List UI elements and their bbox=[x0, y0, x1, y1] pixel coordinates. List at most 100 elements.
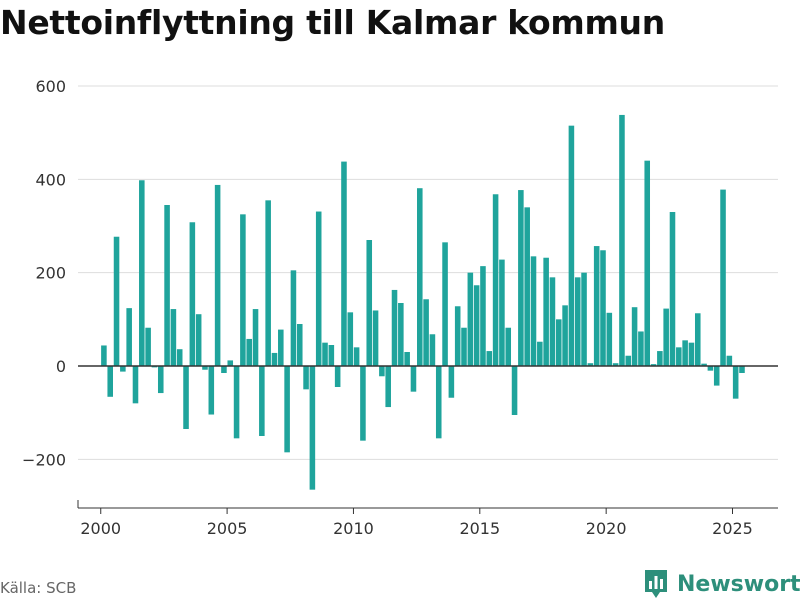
bar bbox=[145, 327, 151, 366]
bar bbox=[631, 307, 638, 366]
x-tick-label: 2005 bbox=[207, 519, 248, 538]
chart-title: Nettoinflyttning till Kalmar kommun bbox=[0, 3, 665, 42]
bar bbox=[233, 366, 240, 439]
bar bbox=[707, 366, 714, 371]
newsworthy-logo-icon bbox=[645, 570, 667, 598]
bar bbox=[581, 272, 587, 366]
brand-name: Newsworthy bbox=[677, 571, 800, 597]
bar bbox=[480, 266, 486, 366]
bar bbox=[587, 363, 594, 366]
bar bbox=[309, 366, 316, 490]
bar bbox=[126, 308, 132, 366]
bar bbox=[195, 314, 202, 366]
bar bbox=[694, 313, 701, 366]
x-tick-label: 2015 bbox=[459, 519, 500, 538]
bar bbox=[139, 180, 145, 366]
bar bbox=[606, 312, 613, 366]
bar bbox=[454, 306, 461, 366]
x-tick-label: 2020 bbox=[586, 519, 627, 538]
bar bbox=[625, 355, 632, 366]
bar bbox=[499, 259, 505, 366]
bar bbox=[574, 277, 581, 366]
x-tick-label: 2025 bbox=[712, 519, 753, 538]
bar bbox=[518, 190, 524, 366]
bar bbox=[549, 277, 556, 366]
bar bbox=[663, 308, 669, 366]
bar bbox=[461, 327, 467, 366]
bar bbox=[259, 366, 265, 436]
bar bbox=[669, 212, 676, 366]
bar bbox=[435, 366, 442, 439]
bar bbox=[555, 319, 562, 366]
bar bbox=[208, 366, 215, 415]
bar bbox=[290, 270, 297, 366]
bar bbox=[164, 205, 170, 366]
bar bbox=[530, 256, 537, 366]
bar bbox=[593, 246, 600, 366]
bar bbox=[284, 366, 290, 453]
bar bbox=[638, 331, 644, 366]
bar bbox=[246, 338, 252, 366]
bar bbox=[265, 200, 271, 366]
bar bbox=[410, 366, 417, 392]
bar bbox=[328, 345, 335, 366]
y-tick-labels: 600 400 200 0 −200 bbox=[22, 77, 66, 469]
bar bbox=[252, 309, 259, 366]
bar bbox=[271, 352, 278, 366]
x-tick-label: 2000 bbox=[80, 519, 121, 538]
bar bbox=[322, 342, 328, 366]
bar bbox=[676, 347, 682, 366]
bar bbox=[202, 366, 208, 370]
y-tick-label: 200 bbox=[35, 264, 66, 283]
bar bbox=[657, 351, 663, 366]
bar bbox=[176, 349, 183, 366]
bar bbox=[404, 352, 410, 366]
bar bbox=[568, 125, 575, 367]
bar bbox=[492, 194, 499, 366]
source-note: Källa: SCB bbox=[0, 579, 77, 597]
bar bbox=[650, 364, 657, 366]
bar bbox=[227, 360, 234, 366]
bar bbox=[682, 340, 688, 366]
bar bbox=[732, 366, 739, 399]
bar bbox=[619, 114, 625, 366]
bar bbox=[385, 366, 391, 408]
axes bbox=[77, 365, 778, 514]
bar bbox=[511, 366, 518, 415]
bar bbox=[214, 184, 221, 366]
bar bbox=[423, 299, 429, 366]
bar bbox=[360, 366, 366, 441]
brand-logo: Newsworthy bbox=[643, 568, 800, 600]
bar bbox=[132, 366, 139, 404]
bar bbox=[713, 366, 720, 386]
y-tick-label: 400 bbox=[35, 170, 66, 189]
bar bbox=[391, 289, 398, 366]
bar bbox=[315, 211, 322, 366]
bar bbox=[183, 366, 189, 429]
bar bbox=[334, 366, 341, 387]
bar bbox=[366, 240, 373, 366]
bar bbox=[442, 242, 448, 366]
bar bbox=[353, 347, 360, 366]
bar bbox=[726, 355, 733, 366]
bar bbox=[221, 366, 227, 373]
bar bbox=[524, 207, 530, 366]
bar bbox=[113, 236, 120, 366]
bar bbox=[600, 250, 606, 366]
bar bbox=[347, 312, 354, 366]
bar bbox=[107, 366, 113, 397]
y-tick-label: 600 bbox=[35, 77, 66, 96]
bar bbox=[537, 341, 543, 366]
bar bbox=[303, 366, 309, 390]
y-tick-label: 0 bbox=[56, 357, 66, 376]
bar bbox=[417, 188, 423, 366]
bar bbox=[278, 329, 284, 366]
bar bbox=[157, 366, 164, 394]
bar bbox=[467, 272, 474, 366]
bar bbox=[505, 327, 512, 366]
bar bbox=[701, 363, 707, 366]
y-tick-label: −200 bbox=[22, 450, 66, 469]
bar bbox=[101, 345, 107, 366]
bar bbox=[486, 351, 493, 366]
